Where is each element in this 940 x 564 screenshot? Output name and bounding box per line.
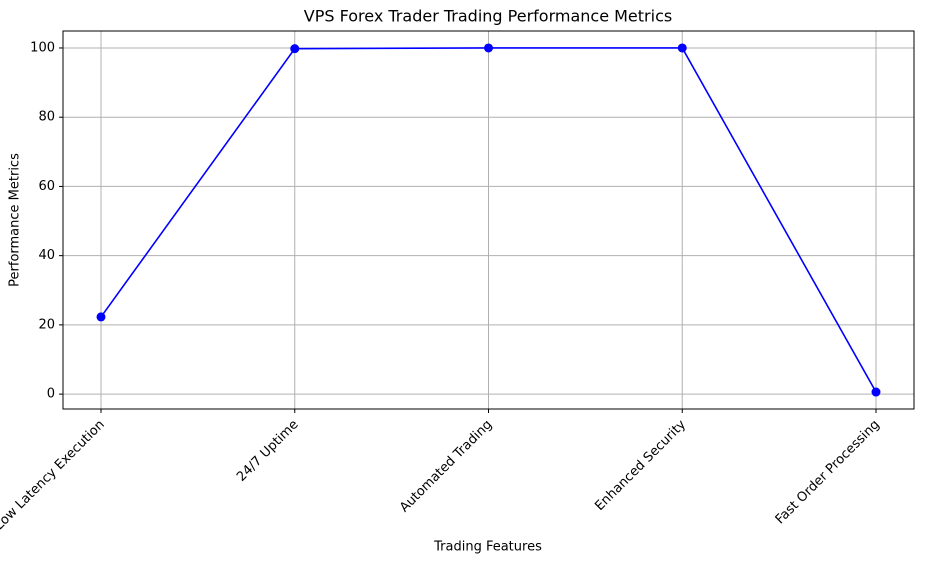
chart-title: VPS Forex Trader Trading Performance Met…	[304, 7, 672, 26]
marker	[871, 387, 881, 397]
y-tick-label: 0	[47, 387, 55, 402]
x-axis-label: Trading Features	[433, 540, 542, 555]
y-tick-label: 100	[30, 40, 55, 55]
y-tick-label: 40	[38, 248, 55, 263]
marker	[290, 44, 300, 54]
y-axis-label: Performance Metrics	[8, 153, 23, 287]
plot-frame	[62, 30, 915, 410]
marker	[96, 312, 106, 322]
marker	[677, 43, 687, 53]
y-tick-label: 60	[38, 179, 55, 194]
y-tick-label: 20	[38, 317, 55, 332]
y-tick-label: 80	[38, 110, 55, 125]
marker	[484, 43, 493, 53]
x-tick-label: 24/7 Uptime	[234, 417, 302, 485]
x-tick-label: Low Latency Execution	[0, 417, 108, 533]
x-tick-label: Automated Trading	[397, 417, 495, 515]
x-tick-label: Fast Order Processing	[773, 417, 883, 527]
x-tick-label: Enhanced Security	[592, 417, 689, 514]
